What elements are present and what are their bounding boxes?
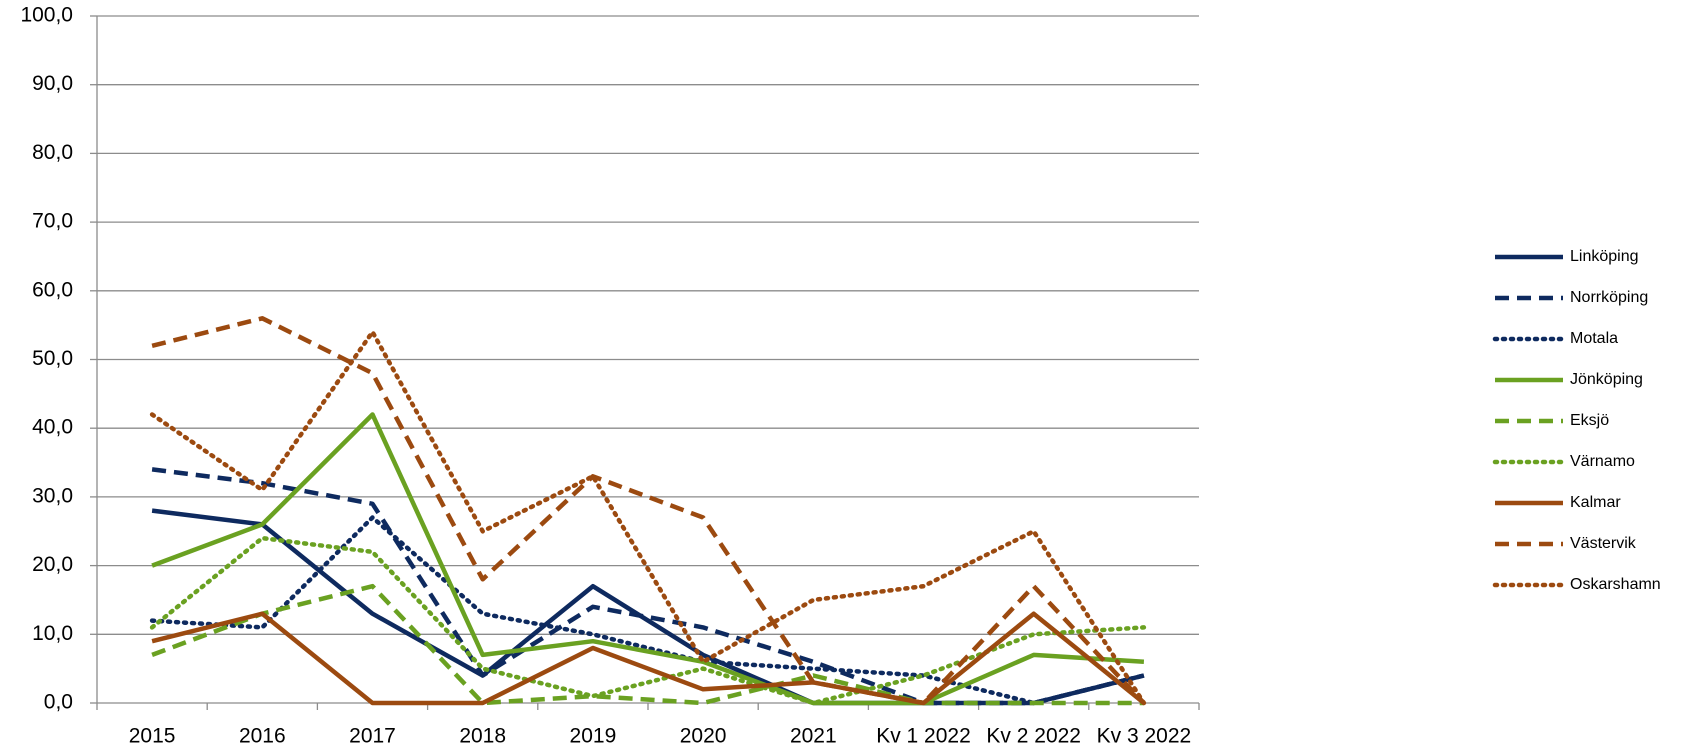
legend-label: Oskarshamn <box>1570 576 1661 593</box>
x-tick-label: 2021 <box>790 725 837 748</box>
x-tick-label: 2016 <box>239 725 286 748</box>
series-line <box>151 412 1145 706</box>
y-tick-label: 20,0 <box>32 553 73 576</box>
y-tick-label: 10,0 <box>32 622 73 645</box>
x-tick-label: Kv 2 2022 <box>986 725 1081 748</box>
series-line <box>151 316 1146 706</box>
legend-label: Norrköping <box>1570 289 1648 306</box>
series-line <box>149 515 1147 706</box>
series-line <box>151 583 1144 706</box>
x-tick-label: Kv 1 2022 <box>876 725 971 748</box>
y-tick-label: 80,0 <box>32 141 73 164</box>
x-tick-label: 2018 <box>459 725 506 748</box>
legend-label: Linköping <box>1570 248 1639 265</box>
legend-label: Kalmar <box>1570 494 1621 511</box>
series-line <box>149 535 1147 706</box>
y-tick-label: 30,0 <box>32 484 73 507</box>
series-line <box>149 329 1147 706</box>
y-tick-label: 40,0 <box>32 416 73 439</box>
legend-label: Eksjö <box>1570 412 1609 429</box>
series-line <box>151 611 1146 706</box>
legend-label: Jönköping <box>1570 371 1643 388</box>
y-tick-label: 50,0 <box>32 347 73 370</box>
x-tick-label: Kv 3 2022 <box>1097 725 1192 748</box>
x-tick-label: 2019 <box>570 725 617 748</box>
legend-label: Motala <box>1570 330 1618 347</box>
legend-label: Västervik <box>1570 535 1637 552</box>
y-tick-label: 0,0 <box>44 691 73 714</box>
y-tick-label: 60,0 <box>32 278 73 301</box>
y-tick-label: 90,0 <box>32 72 73 95</box>
series-line <box>151 467 1145 706</box>
y-tick-label: 100,0 <box>20 4 73 27</box>
x-tick-label: 2015 <box>129 725 176 748</box>
x-tick-label: 2017 <box>349 725 396 748</box>
y-tick-label: 70,0 <box>32 210 73 233</box>
x-tick-label: 2020 <box>680 725 727 748</box>
legend-label: Värnamo <box>1570 453 1635 470</box>
